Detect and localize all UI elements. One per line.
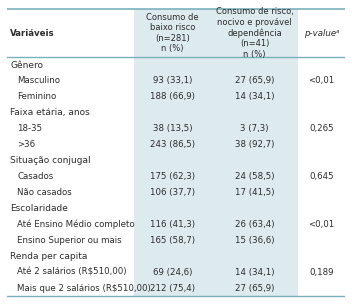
Bar [134,105,212,121]
Text: 24 (58,5): 24 (58,5) [235,172,274,181]
Text: 0,265: 0,265 [309,124,334,133]
Bar [212,9,298,57]
Text: 27 (65,9): 27 (65,9) [235,284,274,292]
Bar [212,152,298,169]
Text: 188 (66,9): 188 (66,9) [150,92,195,101]
Text: 14 (34,1): 14 (34,1) [235,267,274,277]
Text: 27 (65,9): 27 (65,9) [235,77,274,85]
Bar [212,216,298,232]
Bar [212,264,298,280]
Bar [212,169,298,185]
Text: 106 (37,7): 106 (37,7) [150,188,195,197]
Text: Renda per capita: Renda per capita [11,252,88,261]
Bar [134,9,212,57]
Text: Até 2 salários (R$510,00): Até 2 salários (R$510,00) [17,267,127,277]
Bar [212,280,298,296]
Bar [134,137,212,152]
Bar [212,248,298,264]
Bar [212,200,298,216]
Text: 165 (58,7): 165 (58,7) [150,236,195,245]
Text: 0,645: 0,645 [309,172,334,181]
Text: 3 (7,3): 3 (7,3) [240,124,269,133]
Bar [212,105,298,121]
Text: Masculino: Masculino [17,77,60,85]
Bar [134,216,212,232]
Text: Mais que 2 salários (R$510,00): Mais que 2 salários (R$510,00) [17,284,151,292]
Bar [134,248,212,264]
Bar [134,280,212,296]
Text: >36: >36 [17,140,35,149]
Bar [134,73,212,89]
Bar [134,232,212,248]
Text: Ensino Superior ou mais: Ensino Superior ou mais [17,236,122,245]
Bar [212,185,298,200]
Bar [212,57,298,73]
Text: Escolaridade: Escolaridade [11,204,68,213]
Bar [134,169,212,185]
Text: 0,189: 0,189 [309,267,334,277]
Text: 26 (63,4): 26 (63,4) [235,220,274,229]
Text: 38 (13,5): 38 (13,5) [153,124,193,133]
Text: Variáveis: Variáveis [11,29,55,38]
Bar [212,232,298,248]
Text: <0,01: <0,01 [308,77,334,85]
Text: 17 (41,5): 17 (41,5) [235,188,274,197]
Text: Até Ensino Médio completo: Até Ensino Médio completo [17,220,135,229]
Bar [134,57,212,73]
Bar [134,185,212,200]
Text: p-valueᵃ: p-valueᵃ [303,29,339,38]
Text: Não casados: Não casados [17,188,72,197]
Bar [212,137,298,152]
Text: Faixa etária, anos: Faixa etária, anos [11,108,90,117]
Text: 18-35: 18-35 [17,124,42,133]
Text: 93 (33,1): 93 (33,1) [153,77,192,85]
Text: Gênero: Gênero [11,61,43,70]
Bar [212,73,298,89]
Text: Situação conjugal: Situação conjugal [11,156,91,165]
Text: <0,01: <0,01 [308,220,334,229]
Text: 38 (92,7): 38 (92,7) [235,140,274,149]
Text: 243 (86,5): 243 (86,5) [150,140,195,149]
Text: 15 (36,6): 15 (36,6) [235,236,274,245]
Text: 212 (75,4): 212 (75,4) [150,284,195,292]
Text: Consumo de risco,
nocivo e provável
dependência
(n=41)
n (%): Consumo de risco, nocivo e provável depe… [216,7,294,59]
Bar [134,152,212,169]
Bar [134,200,212,216]
Bar [212,89,298,105]
Text: 116 (41,3): 116 (41,3) [150,220,195,229]
Text: 69 (24,6): 69 (24,6) [153,267,192,277]
Text: 14 (34,1): 14 (34,1) [235,92,274,101]
Bar [212,121,298,137]
Bar [134,121,212,137]
Bar [134,89,212,105]
Bar [134,264,212,280]
Text: Feminino: Feminino [17,92,56,101]
Text: 175 (62,3): 175 (62,3) [150,172,195,181]
Text: Consumo de
baixo risco
(n=281)
n (%): Consumo de baixo risco (n=281) n (%) [146,13,199,53]
Text: Casados: Casados [17,172,54,181]
